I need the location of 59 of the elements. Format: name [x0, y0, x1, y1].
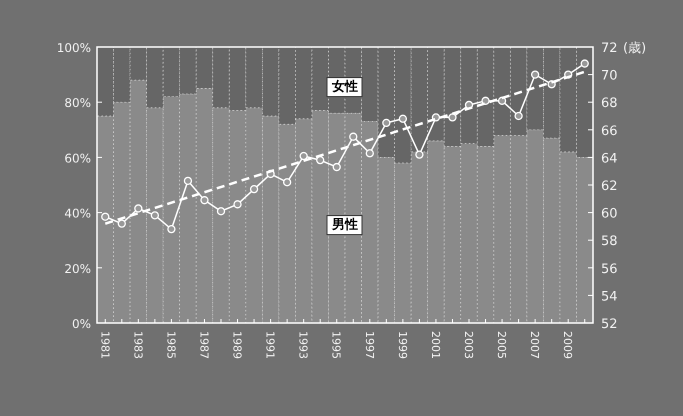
y2-tick-label: 52 — [601, 317, 618, 332]
y2-tick-label: 68 — [601, 96, 618, 112]
x-tick-label: 1989 — [230, 331, 244, 359]
y2-tick-label: 54 — [601, 289, 618, 304]
y2-tick-label: 70 — [601, 68, 618, 84]
x-tick-label: 1995 — [330, 331, 343, 359]
point — [134, 204, 142, 213]
point — [415, 150, 424, 159]
point — [481, 96, 490, 105]
x-tick-label: 2007 — [528, 331, 542, 359]
x-tick-label: 1981 — [98, 331, 112, 359]
x-tick-label: 2005 — [495, 331, 508, 359]
x-tick-label: 2009 — [561, 331, 574, 359]
point — [366, 149, 374, 158]
y2-tick-label: 66 — [601, 124, 618, 139]
x-tick-label: 2003 — [462, 331, 475, 359]
point — [514, 112, 523, 120]
y2-tick-label: 64 — [601, 151, 618, 166]
y-tick-label: 80% — [64, 96, 91, 110]
y2-axis-title: (歳) — [623, 41, 646, 56]
point — [300, 152, 308, 160]
series-label: 男性 — [331, 218, 358, 233]
point — [216, 207, 226, 216]
point — [200, 196, 209, 204]
x-tick-label: 1983 — [131, 331, 144, 359]
y2-tick-label: 60 — [601, 206, 618, 222]
x-tick-label: 1999 — [396, 331, 409, 359]
point — [382, 118, 390, 128]
y2-tick-label: 58 — [601, 234, 618, 250]
point — [580, 59, 589, 68]
point — [448, 113, 457, 122]
y-tick-label: 60% — [64, 151, 91, 166]
y2-tick-label: 56 — [601, 262, 618, 277]
y-tick-label: 0% — [72, 317, 91, 331]
y2-tick-label: 62 — [601, 179, 618, 194]
series-label: 女性 — [331, 80, 358, 95]
x-tick-label: 1987 — [197, 331, 210, 359]
point — [101, 212, 110, 221]
y-tick-label: 100% — [56, 41, 91, 55]
x-tick-label: 1985 — [164, 331, 178, 359]
point — [282, 178, 292, 186]
y-tick-label: 20% — [64, 262, 91, 276]
point — [332, 162, 341, 172]
x-tick-label: 1993 — [296, 331, 310, 359]
x-tick-label: 1997 — [362, 331, 376, 359]
point — [184, 176, 192, 186]
point — [316, 156, 324, 164]
x-tick-label: 2001 — [428, 331, 442, 359]
y2-tick-label: 72 — [601, 41, 618, 56]
point — [349, 132, 358, 141]
x-tick-label: 1991 — [264, 331, 277, 359]
point — [250, 184, 258, 194]
point — [233, 200, 242, 208]
point — [118, 219, 126, 228]
point — [167, 225, 176, 234]
y-tick-label: 40% — [64, 206, 91, 221]
point — [398, 114, 408, 123]
point — [150, 211, 160, 220]
point — [530, 70, 540, 79]
